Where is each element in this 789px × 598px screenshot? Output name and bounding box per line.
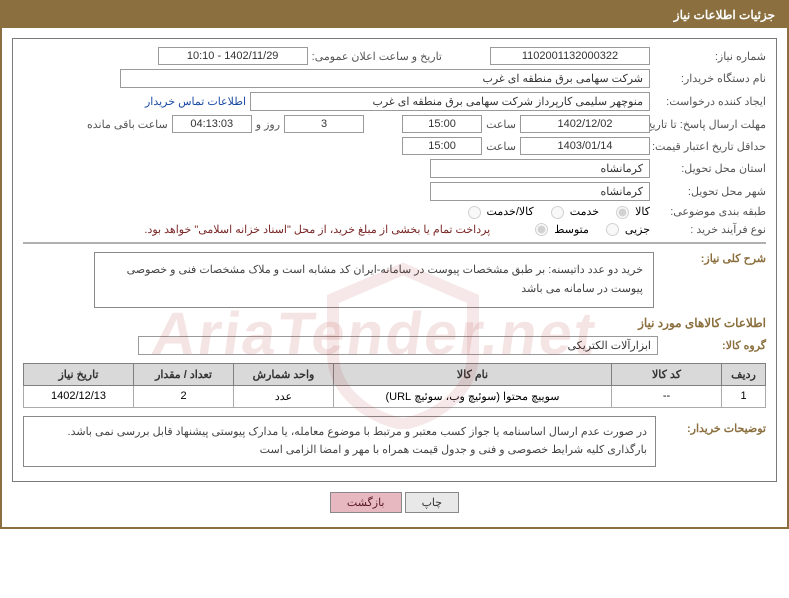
- label-day-and: روز و: [256, 118, 280, 131]
- label-hour-2: ساعت: [486, 140, 516, 153]
- label-process-type: نوع فرآیند خرید :: [654, 223, 766, 236]
- field-reply-time: 15:00: [402, 115, 482, 133]
- label-province: استان محل تحویل:: [654, 162, 766, 175]
- table-cell: عدد: [234, 385, 334, 407]
- label-need-no: شماره نیاز:: [654, 50, 766, 63]
- table-cell: 1402/12/13: [24, 385, 134, 407]
- label-reply-deadline: مهلت ارسال پاسخ: تا تاریخ:: [654, 118, 766, 131]
- table-cell: --: [612, 385, 722, 407]
- table-cell: سوییچ محتوا (سوئیچ وب، سوئیچ URL): [334, 385, 612, 407]
- label-subject-class: طبقه بندی موضوعی:: [654, 205, 766, 218]
- divider-1: [23, 242, 766, 244]
- col-header: ردیف: [722, 363, 766, 385]
- items-table: ردیفکد کالانام کالاواحد شمارشتعداد / مقد…: [23, 363, 766, 408]
- row-process-type: نوع فرآیند خرید : جزیی متوسط پرداخت تمام…: [23, 223, 766, 237]
- radio-cls-0[interactable]: کالا: [613, 206, 650, 218]
- summary-box: خرید دو عدد داتیسنه: بر طبق مشخصات پیوست…: [94, 252, 654, 307]
- radio-cls-1[interactable]: خدمت: [548, 206, 599, 218]
- label-requester: ایجاد کننده درخواست:: [654, 95, 766, 108]
- field-province: کرمانشاه: [430, 159, 650, 178]
- table-cell: 1: [722, 385, 766, 407]
- radio-proc-1[interactable]: متوسط: [532, 224, 589, 236]
- field-remain-days: 3: [284, 115, 364, 133]
- link-buyer-contact[interactable]: اطلاعات تماس خریدار: [145, 95, 246, 108]
- back-button[interactable]: بازگشت: [330, 492, 402, 513]
- field-buyer-org: شرکت سهامی برق منطقه ای غرب: [120, 69, 650, 88]
- radio-proc-0[interactable]: جزیی: [603, 224, 650, 236]
- row-subject-class: طبقه بندی موضوعی: کالا خدمت کالا/خدمت: [23, 205, 766, 219]
- field-announce-dt: 1402/11/29 - 10:10: [158, 47, 308, 65]
- table-row: 1--سوییچ محتوا (سوئیچ وب، سوئیچ URL)عدد2…: [24, 385, 766, 407]
- field-reply-date: 1402/12/02: [520, 115, 650, 133]
- table-cell: 2: [134, 385, 234, 407]
- field-remain-time: 04:13:03: [172, 115, 252, 133]
- label-price-valid: حداقل تاریخ اعتبار قیمت: تا تاریخ:: [654, 140, 766, 153]
- field-price-time: 15:00: [402, 137, 482, 155]
- watermark-text: AriaTender.net: [148, 299, 601, 368]
- field-price-date: 1403/01/14: [520, 137, 650, 155]
- field-requester: منوچهر سلیمی کارپرداز شرکت سهامی برق منط…: [250, 92, 650, 111]
- buyer-notes-box: در صورت عدم ارسال اساسنامه یا جواز کسب م…: [23, 416, 656, 467]
- col-header: نام کالا: [334, 363, 612, 385]
- label-city: شهر محل تحویل:: [654, 185, 766, 198]
- details-panel: AriaTender.net شماره نیاز: 1102001132000…: [12, 38, 777, 482]
- label-summary: شرح کلی نیاز:: [662, 252, 766, 265]
- label-goods-group: گروه کالا:: [662, 339, 766, 352]
- label-announce-dt: تاریخ و ساعت اعلان عمومی:: [312, 50, 442, 63]
- button-row: چاپ بازگشت: [2, 492, 787, 513]
- label-buyer-notes: توضیحات خریدار:: [662, 416, 766, 435]
- panel-header: جزئیات اطلاعات نیاز: [2, 2, 787, 28]
- col-header: تعداد / مقدار: [134, 363, 234, 385]
- pay-note: پرداخت تمام یا بخشی از مبلغ خرید، از محل…: [144, 223, 490, 236]
- radio-cls-2[interactable]: کالا/خدمت: [465, 206, 534, 218]
- label-remaining: ساعت باقی مانده: [87, 118, 168, 131]
- field-need-no: 1102001132000322: [490, 47, 650, 65]
- label-buyer-org: نام دستگاه خریدار:: [654, 72, 766, 85]
- label-hour-1: ساعت: [486, 118, 516, 131]
- col-header: تاریخ نیاز: [24, 363, 134, 385]
- section-title-items: اطلاعات کالاهای مورد نیاز: [23, 316, 766, 330]
- col-header: واحد شمارش: [234, 363, 334, 385]
- print-button[interactable]: چاپ: [405, 492, 460, 513]
- field-city: کرمانشاه: [430, 182, 650, 201]
- field-goods-group: ابزارآلات الکتریکی: [138, 336, 658, 355]
- col-header: کد کالا: [612, 363, 722, 385]
